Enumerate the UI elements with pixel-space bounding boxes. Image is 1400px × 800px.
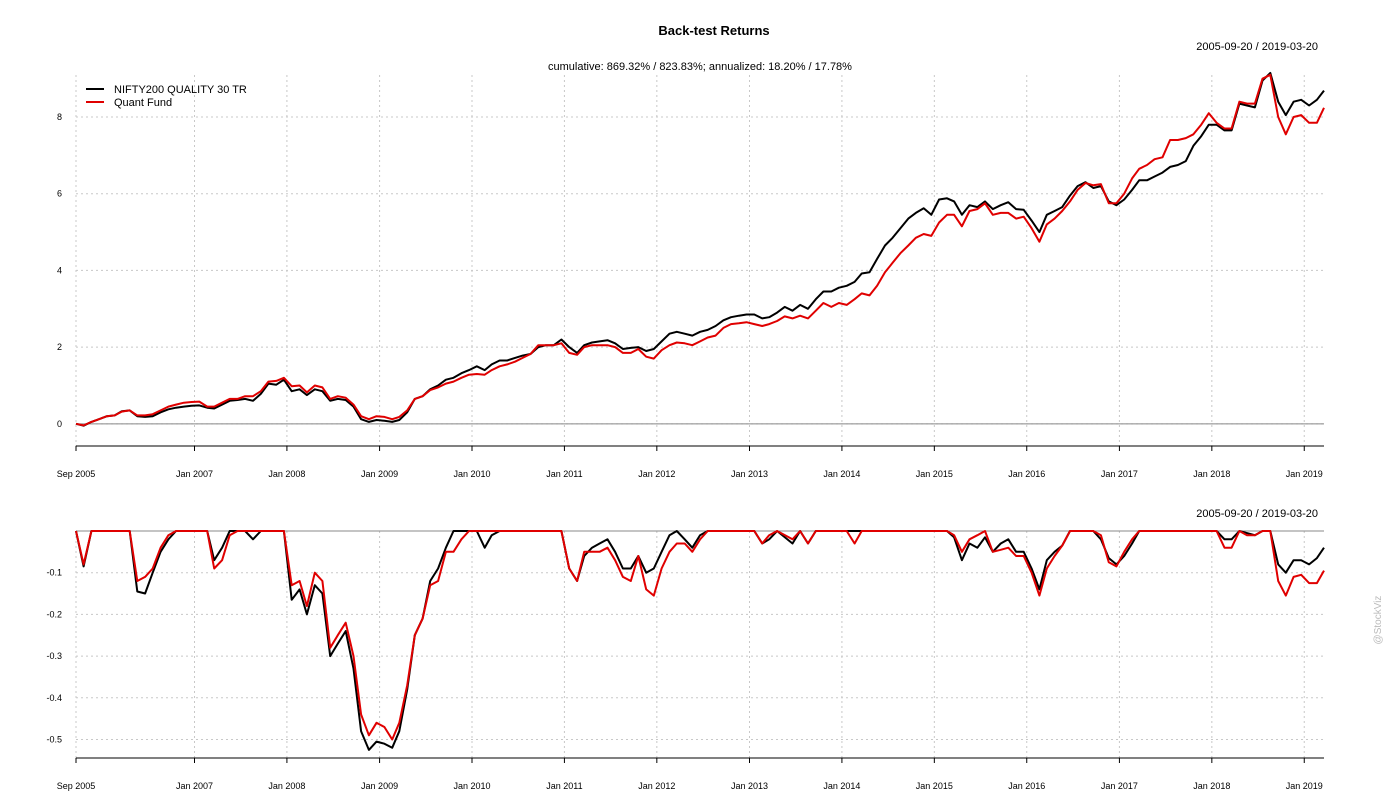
x-tick-label: Jan 2007 [176,781,213,791]
cumulative-returns-panel: Sep 2005 Jan 2007 Jan 2008 Jan 2009 Jan 2010… [57,71,1325,479]
x-tick-label: Jan 2015 [916,469,953,479]
x-tick-label: Jan 2014 [823,781,860,791]
x-tick-label: Jan 2007 [176,469,213,479]
series-line-benchmark [75,530,1325,751]
series-line-benchmark [75,71,1325,427]
y-tick-label: 2 [57,342,62,352]
series-line-fund [75,73,1325,427]
y-tick-label: -0.5 [46,734,62,744]
watermark: @StockViz [1373,596,1384,645]
y-tick-label: -0.2 [46,609,62,619]
x-tick-label: Jan 2016 [1008,781,1045,791]
x-tick-label: Jan 2012 [638,781,675,791]
series-line-fund [75,530,1325,741]
x-tick-label: Jan 2010 [453,781,490,791]
x-tick-label: Jan 2014 [823,469,860,479]
top-panel-date-range: 2005-09-20 / 2019-03-20 [1196,41,1318,53]
x-tick-label: Jan 2017 [1101,781,1138,791]
legend-label-benchmark: NIFTY200 QUALITY 30 TR [114,84,247,96]
legend: NIFTY200 QUALITY 30 TR Quant Fund [86,84,247,109]
legend-label-fund: Quant Fund [114,97,172,109]
x-tick-label: Jan 2017 [1101,469,1138,479]
y-tick-label: 6 [57,189,62,199]
y-tick-label: -0.4 [46,693,62,703]
drawdowns-panel: Sep 2005 Jan 2007 Jan 2008 Jan 2009 Jan 2010… [46,530,1325,791]
x-tick-label: Jan 2011 [546,781,582,791]
x-tick-label: Jan 2010 [453,469,490,479]
bottom-panel-date-range: 2005-09-20 / 2019-03-20 [1196,508,1318,520]
chart-subtitle: cumulative: 869.32% / 823.83%; annualize… [548,61,852,73]
y-tick-label: 4 [57,265,62,275]
x-tick-label: Sep 2005 [57,469,96,479]
x-tick-label: Jan 2009 [361,781,398,791]
y-tick-label: 0 [57,419,62,429]
x-tick-label: Jan 2008 [268,781,305,791]
x-tick-label: Jan 2016 [1008,469,1045,479]
x-tick-label: Jan 2013 [731,469,768,479]
x-tick-label: Jan 2009 [361,469,398,479]
x-tick-label: Jan 2019 [1286,469,1323,479]
x-tick-label: Jan 2019 [1286,781,1323,791]
x-tick-label: Jan 2011 [546,469,582,479]
x-tick-label: Jan 2013 [731,781,768,791]
x-tick-label: Jan 2012 [638,469,675,479]
x-tick-label: Jan 2018 [1193,469,1230,479]
chart-title: Back-test Returns [658,23,769,38]
y-tick-label: -0.1 [46,568,62,578]
x-tick-label: Jan 2015 [916,781,953,791]
x-tick-label: Jan 2008 [268,469,305,479]
y-tick-label: 8 [57,112,62,122]
x-tick-label: Sep 2005 [57,781,96,791]
x-tick-label: Jan 2018 [1193,781,1230,791]
y-tick-label: -0.3 [46,651,62,661]
